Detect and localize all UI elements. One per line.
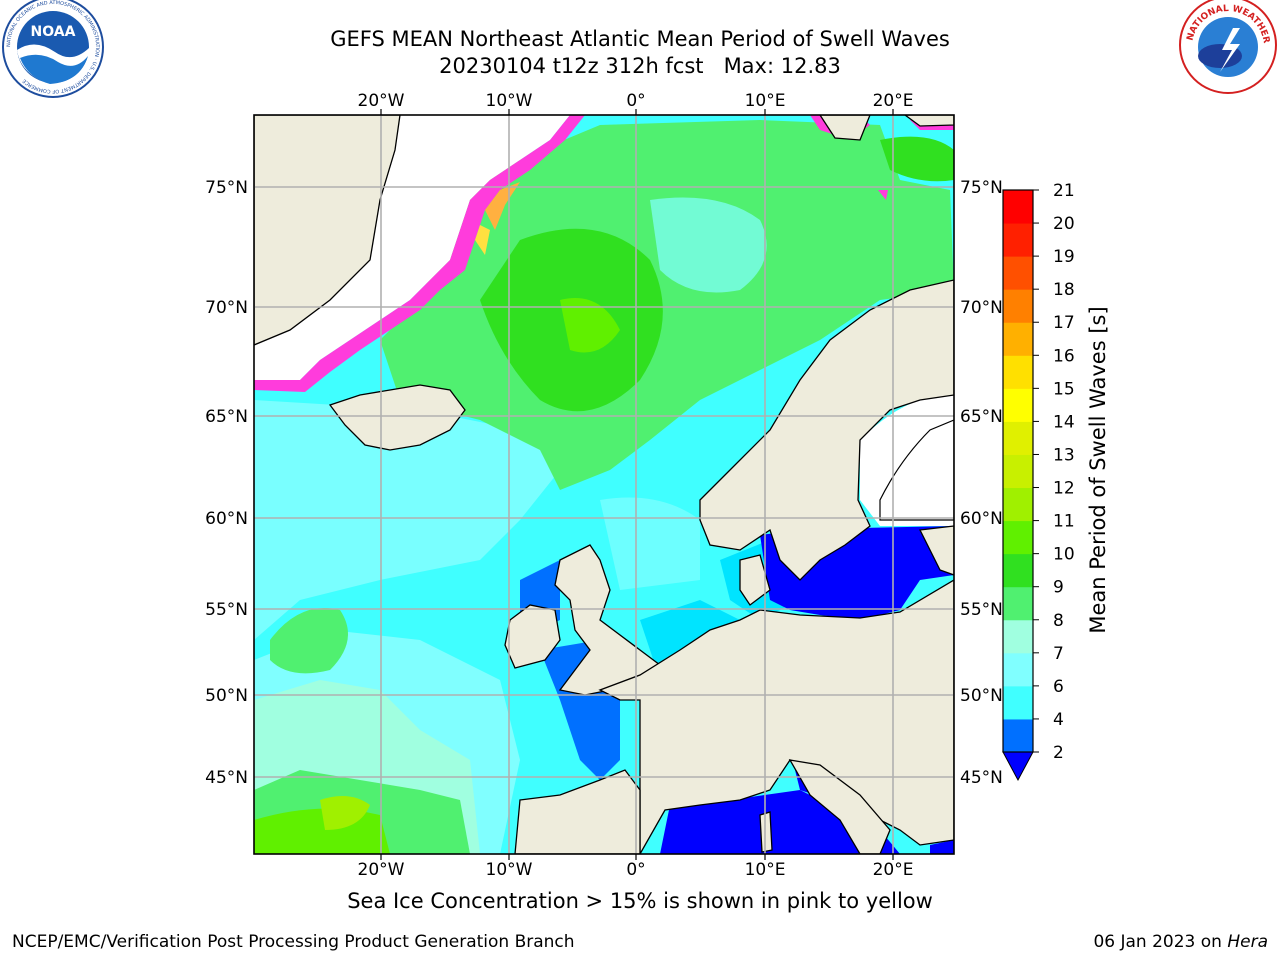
colorbar-segment: [1003, 388, 1033, 422]
colorbar-tick-label: 20: [1053, 214, 1075, 234]
lat-label: 75°N: [960, 178, 1003, 198]
colorbar: 2 4 6 7 8 9 10 11 12 13 14 15 16 17 18 19 20 21: [1002, 181, 1075, 782]
lat-labels-right: 75°N 70°N 65°N 60°N 55°N 50°N 45°N: [960, 178, 1003, 788]
lon-labels-top: 20°W 10°W 0° 10°E 20°E: [358, 91, 914, 111]
colorbar-segment: [1003, 223, 1033, 257]
colorbar-tick-label: 9: [1053, 578, 1064, 598]
colorbar-segment: [1003, 685, 1033, 720]
lat-label: 65°N: [960, 407, 1003, 427]
lat-label: 70°N: [205, 298, 248, 318]
axis-ticks: [380, 109, 894, 860]
colorbar-tick-label: 12: [1053, 479, 1075, 499]
noaa-logo: NOAA NATIONAL OCEANIC AND ATMOSPHERIC AD…: [2, 0, 104, 98]
colorbar-tick-label: 14: [1053, 412, 1075, 432]
lon-label: 10°E: [745, 860, 786, 880]
lat-label: 45°N: [205, 768, 248, 788]
run-date-credit: 06 Jan 2023 on Hera: [1093, 932, 1268, 952]
colorbar-tick-label: 19: [1053, 247, 1075, 267]
sea-ice-caption: Sea Ice Concentration > 15% is shown in …: [347, 889, 933, 913]
colorbar-segment: [1003, 190, 1033, 224]
lat-label: 75°N: [205, 178, 248, 198]
colorbar-under-extension: [1002, 751, 1034, 782]
producer-credit: NCEP/EMC/Verification Post Processing Pr…: [12, 932, 575, 952]
host-name: Hera: [1227, 932, 1268, 952]
colorbar-tick-label: 10: [1053, 545, 1075, 565]
lon-label: 0°: [626, 860, 645, 880]
map-title: GEFS MEAN Northeast Atlantic Mean Period…: [330, 27, 950, 51]
colorbar-segment: [1003, 355, 1033, 389]
colorbar-segment: [1003, 289, 1033, 323]
colorbar-tick-label: 17: [1053, 313, 1075, 333]
colorbar-segment: [1003, 322, 1033, 356]
colorbar-tick-label: 2: [1053, 743, 1064, 763]
colorbar-tick-label: 11: [1053, 512, 1075, 532]
map-subtitle: 20230104 t12z 312h fcst Max: 12.83: [439, 54, 841, 78]
lat-label: 50°N: [960, 686, 1003, 706]
colorbar-segment: [1003, 553, 1033, 588]
colorbar-tick-label: 6: [1053, 677, 1064, 697]
colorbar-segment: [1003, 487, 1033, 522]
graticule: [254, 115, 954, 854]
lat-label: 55°N: [960, 600, 1003, 620]
lat-label: 70°N: [960, 298, 1003, 318]
lat-label: 60°N: [960, 509, 1003, 529]
lon-label: 10°W: [486, 860, 533, 880]
colorbar-segment: [1003, 256, 1033, 290]
colorbar-segment: [1003, 586, 1033, 621]
lon-label: 0°: [626, 91, 645, 111]
colorbar-segment: [1003, 520, 1033, 555]
lat-labels-left: 75°N 70°N 65°N 60°N 55°N 50°N 45°N: [205, 178, 248, 788]
nws-ring-text: NATIONAL WEATHER SERVICE: [0, 0, 1271, 47]
colorbar-tick-label: 15: [1053, 379, 1075, 399]
land: [254, 115, 954, 854]
map-area: [254, 115, 954, 854]
colorbar-segment: [1003, 619, 1033, 654]
colorbar-segment: [1003, 454, 1033, 489]
lon-label: 10°E: [745, 91, 786, 111]
lat-label: 60°N: [205, 509, 248, 529]
colorbar-tick-label: 16: [1053, 346, 1075, 366]
colorbar-tick-label: 18: [1053, 280, 1075, 300]
colorbar-segment: [1003, 421, 1033, 455]
colorbar-outline: [1002, 189, 1034, 753]
colorbar-label: Mean Period of Swell Waves [s]: [1086, 306, 1110, 633]
lon-label: 20°E: [873, 860, 914, 880]
lat-label: 45°N: [960, 768, 1003, 788]
run-date: 06 Jan 2023 on: [1093, 932, 1222, 952]
colorbar-tick-label: 4: [1053, 710, 1064, 730]
lon-label: 10°W: [486, 91, 533, 111]
colorbar-tick-label: 7: [1053, 644, 1064, 664]
lat-label: 55°N: [205, 600, 248, 620]
nws-logo: NATIONAL WEATHER SERVICE: [0, 0, 1277, 94]
lon-label: 20°E: [873, 91, 914, 111]
map-frame: [253, 114, 955, 855]
lon-label: 20°W: [358, 91, 405, 111]
lat-label: 50°N: [205, 686, 248, 706]
colorbar-tick-label: 21: [1053, 181, 1075, 201]
colorbar-segment: [1003, 718, 1033, 753]
lat-label: 65°N: [205, 407, 248, 427]
lon-labels-bottom: 20°W 10°W 0° 10°E 20°E: [358, 860, 914, 880]
colorbar-tick-label: 13: [1053, 445, 1075, 465]
lon-label: 20°W: [358, 860, 405, 880]
colorbar-segment: [1003, 652, 1033, 687]
noaa-logo-text: NOAA: [31, 24, 76, 40]
colorbar-tick-label: 8: [1053, 611, 1064, 631]
